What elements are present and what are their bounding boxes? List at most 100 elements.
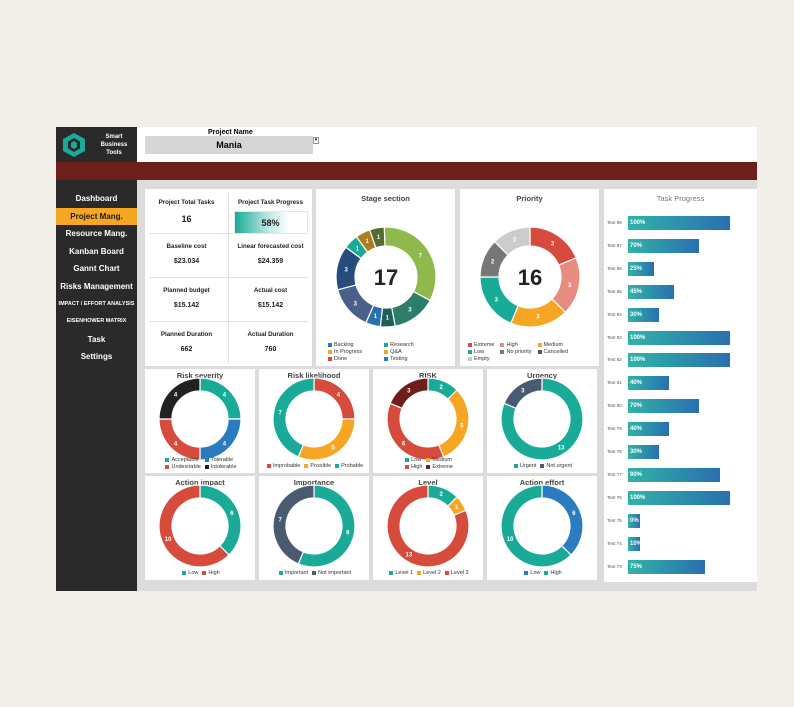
donut-data-label: 13 — [405, 553, 412, 559]
donut-slice — [199, 377, 242, 420]
task-progress-bar: 40% — [628, 422, 669, 437]
donut-slice — [500, 377, 584, 461]
task-progress-row: Test 77 90% — [604, 467, 754, 482]
task-progress-row: Test 82 100% — [604, 353, 754, 368]
legend-item: Not important — [312, 570, 351, 576]
nav-gannt-chart[interactable]: Gannt Chart — [73, 264, 120, 274]
priority-data-label: 3 — [536, 315, 540, 321]
chart-title: Action impact — [175, 478, 225, 487]
donut-slice — [500, 484, 572, 568]
priority-title: Priority — [516, 194, 543, 203]
donut-data-label: 5 — [331, 446, 335, 452]
chart-card-action-impact: Action impact 6 10 Low High — [145, 476, 255, 580]
priority-total: 16 — [518, 265, 542, 290]
task-progress-bar: 70% — [628, 238, 700, 253]
task-progress-row: Test 83 100% — [604, 330, 754, 345]
chart-card-importance: Importance 9 7 Important Not important — [259, 476, 369, 580]
donut-slice — [386, 402, 445, 461]
donut-chart: 4 4 4 4 — [158, 377, 242, 461]
legend-item: Improbable — [266, 463, 300, 469]
donut-slice — [541, 484, 584, 556]
priority-data-label: 3 — [551, 241, 555, 247]
donut-data-label: 10 — [165, 537, 172, 543]
task-progress-row: Test 81 40% — [604, 376, 754, 391]
donut-slice — [389, 377, 429, 410]
task-progress-card: Task Progress Test 88 100% Test 87 70% Test … — [604, 189, 757, 582]
content-area: Project Total Tasks 16 Project Task Progr… — [137, 180, 757, 591]
nav-resource-mang[interactable]: Resource Mang. — [65, 229, 128, 239]
priority-legend: Extreme High Medium Low No priority Canc… — [468, 342, 568, 362]
donut-slice — [199, 484, 242, 556]
legend-item: Urgent — [513, 463, 536, 469]
nav-eisenhower[interactable]: EISENHOWER MATRIX — [66, 318, 127, 325]
task-name: Test 81 — [607, 380, 622, 386]
task-progress-row: Test 88 100% — [604, 216, 754, 230]
kpi-baseline-cost: Baseline cost $23.034 — [166, 243, 207, 265]
stage-data-label: 3 — [408, 308, 412, 314]
legend-item: Level 3 — [444, 570, 469, 576]
task-progress-bar: 25% — [628, 261, 654, 276]
donut-chart: 97 — [272, 484, 356, 568]
nav-settings[interactable]: Settings — [80, 352, 113, 362]
legend-item: High — [202, 570, 220, 576]
donut-slice — [199, 418, 242, 461]
kpi-card: Project Total Tasks 16 Project Task Progr… — [145, 189, 312, 366]
project-dropdown-arrow-icon[interactable]: ▾ — [313, 137, 319, 144]
donut-data-label: 5 — [460, 424, 464, 430]
chart-title: Action effort — [519, 478, 565, 487]
task-progress-bar: 100% — [628, 490, 730, 505]
task-progress-row: Test 80 70% — [604, 399, 754, 414]
donut-slice — [297, 484, 356, 568]
dashboard-frame: Smart Business Tools Project Name Mania … — [56, 127, 757, 591]
donut-data-label: 6 — [402, 441, 406, 447]
donut-slice — [297, 418, 356, 461]
chart-title: Level — [418, 478, 438, 487]
project-name-label: Project Name — [208, 129, 253, 136]
task-progress-title: Task Progress — [656, 194, 705, 203]
donut-data-label: 3 — [407, 388, 411, 394]
legend-item: Low — [182, 570, 198, 576]
task-progress-row: Test 85 45% — [604, 284, 754, 299]
task-progress-bar: 0% — [628, 513, 640, 528]
donut-data-label: 4 — [337, 393, 341, 399]
task-name: Test 83 — [607, 334, 622, 340]
project-name-field[interactable]: Mania — [145, 136, 313, 154]
nav-project-mang[interactable]: Project Mang. — [56, 207, 137, 226]
kpi-total-tasks: Project Total Tasks 16 — [158, 199, 215, 224]
priority-data-label: 2 — [513, 238, 517, 244]
task-progress-bar: 45% — [628, 284, 674, 299]
legend-item: Acceptable — [165, 457, 200, 463]
task-progress-bar: 30% — [628, 445, 659, 459]
priority-data-label: 3 — [568, 283, 572, 289]
donut-data-label: 2 — [440, 492, 444, 498]
stage-data-label: 3 — [354, 301, 358, 307]
nav-kanban-board[interactable]: Kanban Board — [69, 246, 124, 256]
nav-impact-effort[interactable]: IMPACT / EFFORT ANALYSIS — [58, 300, 135, 307]
donut-data-label: 4 — [174, 393, 178, 399]
logo: Smart Business Tools — [56, 127, 137, 162]
chart-legend: Improbable Possible Probable — [265, 463, 365, 469]
donut-data-label: 7 — [278, 410, 282, 416]
donut-data-label: 10 — [507, 537, 514, 543]
chart-card-risk: RISK 2 5 6 3 Low Medium High Extreme — [373, 369, 483, 473]
nav-dashboard[interactable]: Dashboard — [75, 194, 118, 203]
nav-risks-management[interactable]: Risks Management — [60, 281, 133, 291]
priority-donut-chart: 3 3 3 3 2 2 16 — [479, 226, 581, 328]
task-progress-bar: 58% — [233, 211, 308, 234]
donut-slice — [437, 389, 470, 458]
legend-item: Probable — [335, 463, 363, 469]
donut-chart: 13 3 — [500, 377, 584, 461]
task-progress-row: Test 73 75% — [604, 559, 754, 574]
donut-data-label: 9 — [346, 531, 350, 537]
task-progress-row: Test 76 100% — [604, 490, 754, 505]
stage-data-label: 1 — [386, 315, 390, 321]
task-progress-row: Test 79 40% — [604, 422, 754, 437]
donut-slice — [158, 418, 201, 461]
nav-task[interactable]: Task — [87, 334, 106, 344]
legend-item: Low — [405, 457, 422, 463]
donut-slice — [313, 377, 356, 420]
legend-item: Tolerable — [204, 457, 237, 463]
chart-legend: Important Not important — [265, 570, 365, 576]
chart-card-level: Level 2 1 13 Level 1 Level 2 Level 3 — [373, 476, 483, 580]
donut-slice — [158, 484, 230, 568]
